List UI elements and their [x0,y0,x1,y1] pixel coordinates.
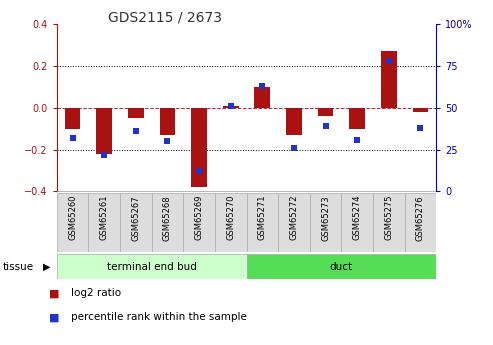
Bar [310,193,341,252]
Point [321,124,329,129]
Text: GSM65260: GSM65260 [68,195,77,240]
Bar [128,108,143,118]
Bar [120,193,152,252]
Bar [160,108,176,135]
Point [195,169,203,174]
Text: GSM65261: GSM65261 [100,195,108,240]
Bar [65,108,80,129]
Point [164,138,172,144]
Bar [341,193,373,252]
Bar [373,193,405,252]
Text: ■: ■ [49,288,60,298]
Point [132,128,140,134]
Text: GSM65268: GSM65268 [163,195,172,240]
Text: log2 ratio: log2 ratio [71,288,122,298]
Text: duct: duct [330,262,353,272]
Bar [405,193,436,252]
Text: GSM65274: GSM65274 [352,195,362,240]
Point [258,83,266,89]
Bar [286,108,302,135]
Text: GSM65273: GSM65273 [321,195,330,240]
Bar [381,51,397,108]
Point [290,145,298,151]
Text: GDS2115 / 2673: GDS2115 / 2673 [108,10,222,24]
Bar [223,106,239,108]
Bar [317,108,333,116]
Text: GSM65271: GSM65271 [258,195,267,240]
Bar [254,87,270,108]
Text: tissue: tissue [2,262,34,272]
Text: ▶: ▶ [43,262,51,272]
Text: GSM65272: GSM65272 [289,195,298,240]
Bar [152,193,183,252]
Bar [57,254,246,279]
Text: GSM65276: GSM65276 [416,195,425,240]
Bar [246,254,436,279]
Bar [413,108,428,112]
Point [69,135,76,141]
Text: ■: ■ [49,313,60,322]
Bar [183,193,215,252]
Point [100,152,108,157]
Text: percentile rank within the sample: percentile rank within the sample [71,313,247,322]
Text: GSM65275: GSM65275 [385,195,393,240]
Text: terminal end bud: terminal end bud [106,262,197,272]
Bar [246,193,278,252]
Bar [215,193,246,252]
Point [417,125,424,131]
Text: GSM65269: GSM65269 [195,195,204,240]
Bar [88,193,120,252]
Bar [96,108,112,154]
Bar [191,108,207,187]
Point [353,137,361,142]
Text: GSM65270: GSM65270 [226,195,235,240]
Bar [57,193,88,252]
Bar [350,108,365,129]
Point [227,104,235,109]
Point [385,58,393,64]
Bar [278,193,310,252]
Text: GSM65267: GSM65267 [131,195,141,240]
